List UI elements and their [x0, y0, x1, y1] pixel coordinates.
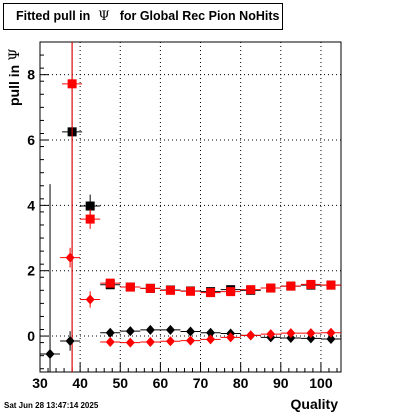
- data-point-diamond: [286, 328, 296, 339]
- data-point-square: [67, 79, 77, 89]
- datestamp: Sat Jun 28 13:47:14 2025: [4, 401, 99, 410]
- x-tick-label: 30: [32, 375, 48, 391]
- data-point-diamond: [266, 329, 276, 340]
- series-group: [62, 42, 341, 372]
- data-point-square: [226, 287, 236, 297]
- title-prefix: Fitted pull in: [16, 9, 91, 23]
- data-point-square: [125, 282, 135, 292]
- data-point-diamond: [105, 327, 115, 338]
- data-point-diamond: [125, 337, 135, 348]
- data-point-square: [206, 288, 216, 298]
- y-axis-label: pull in Ψ: [6, 49, 23, 107]
- x-tick-label: 80: [233, 375, 249, 391]
- data-point-square: [165, 285, 175, 295]
- data-point-diamond: [145, 324, 155, 335]
- y-tick-label: 4: [27, 197, 35, 213]
- data-point-square: [326, 280, 336, 290]
- series-group: [60, 247, 341, 348]
- x-tick-label: 70: [193, 375, 209, 391]
- data-point-diamond: [226, 332, 236, 343]
- y-axis-label-symbol: Ψ: [7, 48, 23, 61]
- x-tick-label: 90: [273, 375, 289, 391]
- data-point-square: [85, 214, 95, 224]
- data-point-diamond: [105, 336, 115, 347]
- x-tick-label: 60: [153, 375, 169, 391]
- data-series: [40, 42, 341, 372]
- data-point-square: [266, 283, 276, 293]
- data-point-diamond: [125, 326, 135, 337]
- y-tick-label: 6: [27, 132, 35, 148]
- data-point-square: [85, 201, 95, 211]
- data-point-square: [186, 286, 195, 296]
- data-point-diamond: [165, 324, 175, 335]
- data-point-diamond: [45, 349, 55, 360]
- data-point-square: [145, 283, 155, 293]
- plot-frame: [39, 41, 342, 373]
- data-point-diamond: [326, 327, 336, 338]
- x-tick-label: 50: [112, 375, 128, 391]
- data-point-diamond: [206, 327, 216, 338]
- data-point-diamond: [85, 294, 95, 305]
- data-point-diamond: [186, 335, 195, 346]
- title-suffix: for Global Rec Pion NoHits: [119, 9, 280, 23]
- y-axis-label-text: pull in: [6, 64, 22, 106]
- data-point-diamond: [306, 333, 316, 344]
- data-point-diamond: [186, 326, 195, 337]
- y-tick-label: 2: [27, 263, 35, 279]
- data-point-diamond: [65, 252, 75, 263]
- data-point-diamond: [326, 334, 336, 344]
- data-point-diamond: [206, 334, 216, 345]
- x-axis-label: Quality: [290, 396, 338, 412]
- data-point-diamond: [246, 330, 256, 341]
- data-point-square: [246, 285, 256, 295]
- title-symbol: Ψ: [98, 9, 110, 24]
- data-point-square: [105, 278, 115, 288]
- data-point-diamond: [65, 335, 75, 346]
- data-point-square: [306, 279, 316, 289]
- data-point-diamond: [306, 328, 316, 339]
- x-tick-label: 40: [72, 375, 88, 391]
- data-point-diamond: [165, 336, 175, 347]
- x-tick-label: 100: [309, 375, 333, 391]
- y-tick-label: 0: [27, 328, 35, 344]
- data-point-square: [286, 281, 296, 291]
- y-tick-label: 8: [27, 67, 35, 83]
- data-point-diamond: [145, 336, 155, 347]
- axis-ticks: 30 40 50 60 70 80 90 100 0 2 4 6 8: [27, 54, 338, 391]
